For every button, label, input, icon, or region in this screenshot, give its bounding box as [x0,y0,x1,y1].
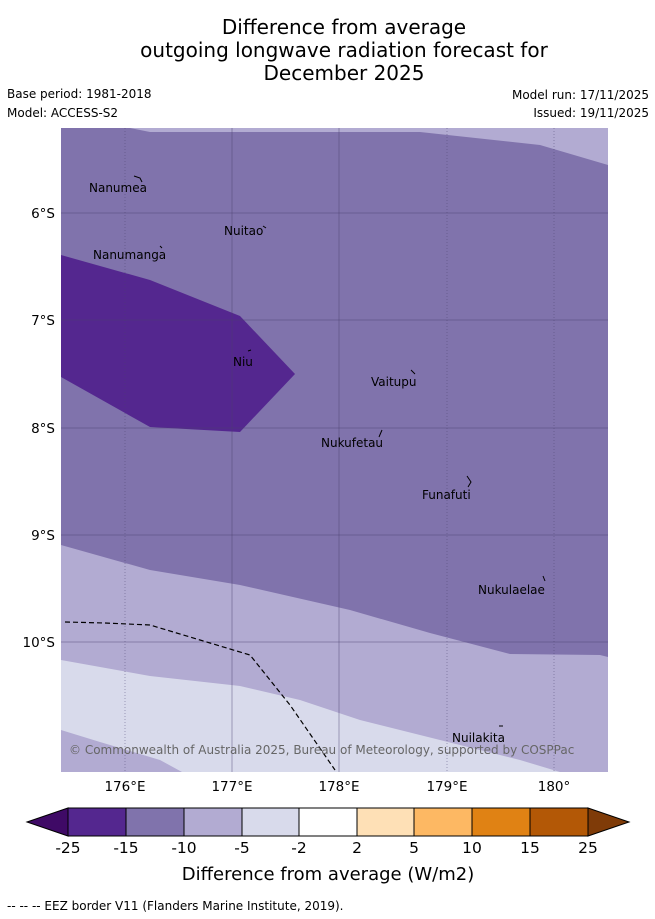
colorbar-extend-high [587,807,631,837]
map-area: Nanumea Nuitao Nanumanga Niu Vaitupu Nuk… [61,128,608,772]
island-nanumea [133,175,143,183]
place-label: Nanumanga [93,248,166,262]
lon-label: 179°E [426,779,467,795]
colorbar-segment [298,807,358,837]
colorbar [25,807,631,837]
eez-border [64,621,336,771]
title-line-3: December 2025 [263,61,425,85]
colorbar-label: Difference from average (W/m2) [182,864,474,885]
issued-date: Issued: 19/11/2025 [533,106,649,120]
place-label: Funafuti [422,488,471,502]
graticule [61,128,608,772]
island-niu [247,349,252,352]
island-nanumanga [159,245,163,249]
lat-label: 8°S [31,421,55,437]
island-nukulaelae [542,575,546,582]
lat-label: 6°S [31,206,55,222]
colorbar-tick: 5 [409,839,419,857]
colorbar-segment [125,807,185,837]
latitude-labels: 6°S 7°S 8°S 9°S 10°S [23,206,56,651]
lat-label: 7°S [31,313,55,329]
contour-band-southwest-minus5-to-minus10 [61,730,182,772]
chart-title: Difference from average outgoing longwav… [0,16,655,85]
place-label: Nuitao [224,224,263,238]
colorbar-tick: -25 [55,839,80,857]
colorbar-segment [413,807,473,837]
place-label: Nanumea [89,181,147,195]
colorbar-ticks: -25 -15 -10 -5 -2 2 5 10 15 25 [55,839,598,857]
contour-band-minus15-to-minus25 [61,255,295,432]
colorbar-segment [356,807,415,837]
colorbar-segment [183,807,243,837]
place-label: Nuilakita [452,731,505,745]
place-label: Nukufetau [321,436,383,450]
contour-band-south-minus2-to-minus5 [61,660,560,772]
place-label: Nukulaelae [478,583,545,597]
lon-label: 177°E [211,779,252,795]
colorbar-segment [529,807,589,837]
model-run: Model run: 17/11/2025 [511,88,649,102]
longitude-labels: 176°E 177°E 178°E 179°E 180° [104,779,570,795]
colorbar-tick: 10 [462,839,482,857]
place-label: Niu [233,355,253,369]
colorbar-segment [241,807,300,837]
colorbar-tick: 2 [352,839,362,857]
lat-label: 9°S [31,528,55,544]
lon-label: 178°E [318,779,359,795]
colorbar-tick: 25 [578,839,598,857]
island-funafuti [466,475,472,488]
lon-label: 180° [538,779,571,795]
contour-band-northeast-minus5-to-minus10 [61,128,608,165]
colorbar-tick: -5 [234,839,249,857]
lat-label: 10°S [23,635,56,651]
colorbar-segment [67,807,127,837]
island-vaitupu [410,369,416,375]
colorbar-segment [471,807,531,837]
base-period: Base period: 1981-2018 [7,87,152,101]
island-nuitao [262,225,267,229]
place-label: Vaitupu [371,375,417,389]
colorbar-extend-low [25,807,69,837]
colorbar-tick: 15 [520,839,540,857]
copyright-notice: © Commonwealth of Australia 2025, Bureau… [69,743,574,757]
place-labels: Nanumea Nuitao Nanumanga Niu Vaitupu Nuk… [89,181,545,745]
eez-legend-note: -- -- -- EEZ border V11 (Flanders Marine… [7,899,344,913]
model-name: Model: ACCESS-S2 [7,106,119,120]
colorbar-tick: -10 [171,839,196,857]
title-line-1: Difference from average [221,15,467,39]
colorbar-tick: -2 [291,839,306,857]
island-outlines [133,175,546,727]
colorbar-tick: -15 [113,839,138,857]
island-nukufetau [378,429,383,438]
lon-label: 176°E [104,779,145,795]
title-line-2: outgoing longwave radiation forecast for [140,38,548,62]
